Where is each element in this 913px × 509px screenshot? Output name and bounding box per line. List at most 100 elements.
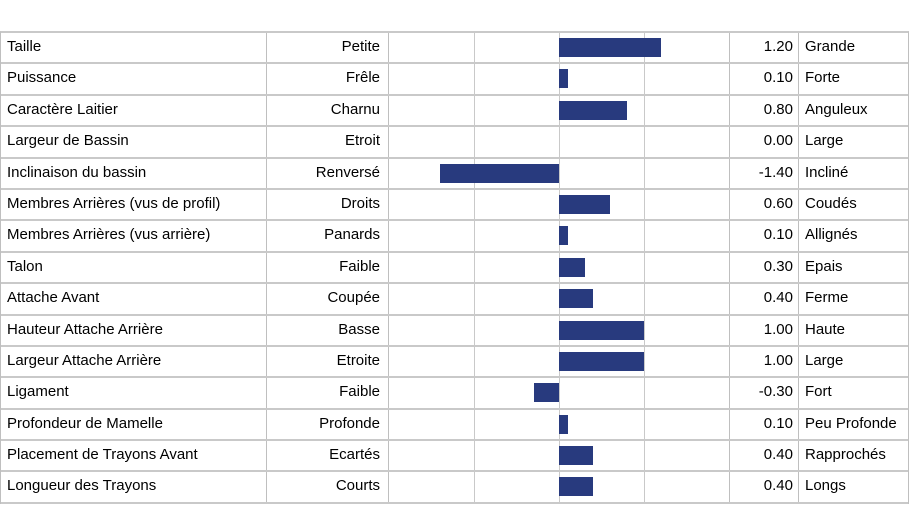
trait-bar-cell xyxy=(389,33,730,63)
trait-bar-cell xyxy=(389,127,730,157)
table-row: Placement de Trayons Avant Ecartés 0.40 … xyxy=(1,441,908,473)
left-pole-label: Etroit xyxy=(267,127,389,157)
trait-value-bar xyxy=(559,226,568,246)
trait-name: Inclinaison du bassin xyxy=(1,158,267,188)
trait-bar-cell xyxy=(389,158,730,188)
left-pole-label: Courts xyxy=(267,472,389,502)
trait-value: 0.40 xyxy=(730,284,799,314)
table-row: Ligament Faible -0.30 Fort xyxy=(1,378,908,410)
axis-gridline xyxy=(644,315,645,345)
trait-bar-cell xyxy=(389,441,730,471)
axis-gridline xyxy=(644,64,645,94)
trait-bar-cell xyxy=(389,409,730,440)
right-pole-label: Peu Profonde xyxy=(805,414,897,432)
trait-value-bar xyxy=(559,69,568,89)
trait-name: Ligament xyxy=(1,378,267,408)
left-pole-label: Renversé xyxy=(267,158,389,188)
left-pole-label: Droits xyxy=(267,189,389,220)
table-row: Attache Avant Coupée 0.40 Ferme xyxy=(1,284,908,316)
left-pole-label: Ecartés xyxy=(267,441,389,471)
trait-value-bar xyxy=(559,414,568,434)
trait-value: 1.00 xyxy=(730,315,799,345)
axis-gridline xyxy=(474,409,475,440)
left-pole-label: Faible xyxy=(267,378,389,408)
trait-bar-cell xyxy=(389,472,730,502)
trait-value: 0.00 xyxy=(730,127,799,157)
axis-gridline xyxy=(644,252,645,283)
trait-bar-cell xyxy=(389,64,730,94)
table-row: Caractère Laitier Charnu 0.80 Anguleux xyxy=(1,95,908,128)
table-row: Membres Arrières (vus arrière) Panards 0… xyxy=(1,221,908,253)
trait-value: -0.30 xyxy=(730,378,799,408)
axis-gridline xyxy=(644,127,645,157)
trait-name: Caractère Laitier xyxy=(1,95,267,126)
axis-gridline xyxy=(644,409,645,440)
trait-value-bar xyxy=(559,257,585,277)
zero-axis-gridline xyxy=(559,158,560,188)
table-row: Inclinaison du bassin Renversé -1.40 Inc… xyxy=(1,158,908,190)
axis-gridline xyxy=(474,441,475,471)
trait-value: 0.10 xyxy=(730,409,799,440)
table-row: Puissance Frêle 0.10 Forte xyxy=(1,64,908,96)
trait-value-bar xyxy=(559,446,593,466)
trait-value: -1.40 xyxy=(730,158,799,188)
trait-table-body: Taille Petite 1.20 Grande Puissance Frêl… xyxy=(1,33,908,504)
trait-name: Largeur de Bassin xyxy=(1,127,267,157)
trait-value-bar xyxy=(559,100,627,120)
trait-value-bar xyxy=(559,194,610,214)
trait-name: Puissance xyxy=(1,64,267,94)
axis-gridline xyxy=(474,284,475,314)
axis-gridline xyxy=(474,252,475,283)
right-pole-label: Coudés xyxy=(805,194,857,212)
trait-value-bar xyxy=(559,38,661,57)
trait-bar-cell xyxy=(389,378,730,408)
trait-value-bar xyxy=(533,383,559,403)
trait-bar-cell xyxy=(389,221,730,251)
zero-axis-gridline xyxy=(559,127,560,157)
trait-value: 1.00 xyxy=(730,346,799,377)
trait-name: Longueur des Trayons xyxy=(1,472,267,502)
trait-value-bar xyxy=(559,320,644,340)
axis-gridline xyxy=(644,95,645,126)
trait-table: Taille Petite 1.20 Grande Puissance Frêl… xyxy=(0,31,909,504)
trait-name: Membres Arrières (vus de profil) xyxy=(1,189,267,220)
left-pole-label: Basse xyxy=(267,315,389,345)
right-pole-label: Forte xyxy=(805,69,841,87)
right-pole-label: Incliné xyxy=(805,163,849,181)
right-pole-label: Longs xyxy=(805,477,846,495)
axis-gridline xyxy=(644,158,645,188)
trait-value: 0.60 xyxy=(730,189,799,220)
table-row: Hauteur Attache Arrière Basse 1.00 Haute xyxy=(1,315,908,347)
right-pole-label: Fort xyxy=(805,383,832,401)
right-pole-label: Allignés xyxy=(805,226,858,244)
trait-value: 0.10 xyxy=(730,221,799,251)
right-pole-label: Rapprochés xyxy=(805,446,886,464)
trait-bar-cell xyxy=(389,315,730,345)
zero-axis-gridline xyxy=(559,378,560,408)
trait-bar-cell xyxy=(389,189,730,220)
trait-name: Profondeur de Mamelle xyxy=(1,409,267,440)
right-pole-label: Large xyxy=(805,132,844,150)
trait-value: 0.30 xyxy=(730,252,799,283)
trait-value: 0.40 xyxy=(730,472,799,502)
axis-gridline xyxy=(474,378,475,408)
axis-gridline xyxy=(474,64,475,94)
axis-gridline xyxy=(644,284,645,314)
trait-value: 0.10 xyxy=(730,64,799,94)
axis-gridline xyxy=(474,221,475,251)
trait-bar-cell xyxy=(389,95,730,126)
axis-gridline xyxy=(474,346,475,377)
trait-name: Attache Avant xyxy=(1,284,267,314)
axis-gridline xyxy=(644,346,645,377)
table-row: Largeur Attache Arrière Etroite 1.00 Lar… xyxy=(1,346,908,379)
table-row: Membres Arrières (vus de profil) Droits … xyxy=(1,189,908,222)
trait-bar-cell xyxy=(389,284,730,314)
trait-name: Largeur Attache Arrière xyxy=(1,346,267,377)
right-pole-label: Ferme xyxy=(805,289,849,307)
axis-gridline xyxy=(644,221,645,251)
left-pole-label: Etroite xyxy=(267,346,389,377)
trait-value-bar xyxy=(559,477,593,497)
axis-gridline xyxy=(474,315,475,345)
left-pole-label: Frêle xyxy=(267,64,389,94)
